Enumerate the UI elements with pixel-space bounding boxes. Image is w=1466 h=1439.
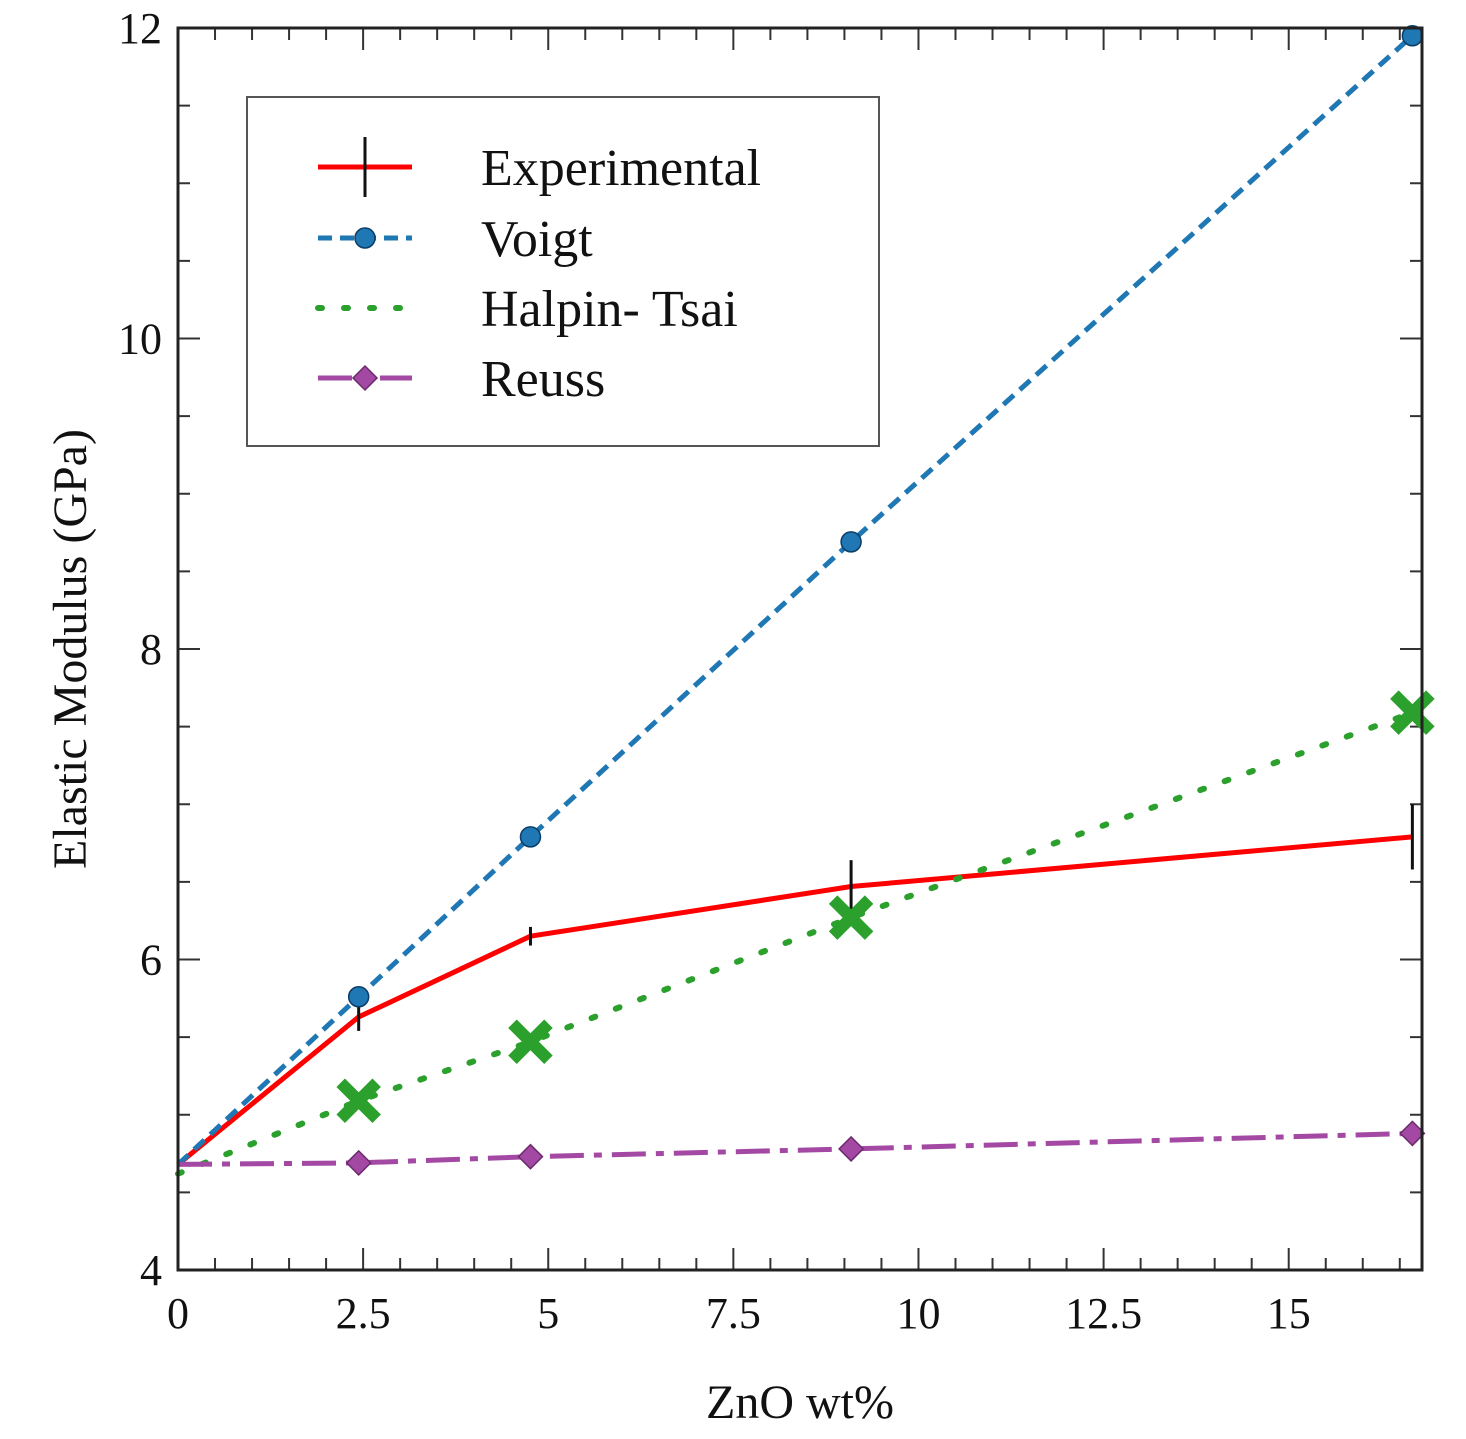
voigt-point [840,531,862,553]
voigt-point [519,826,542,848]
legend-label: Voigt [481,211,593,268]
reuss-point [1399,1120,1426,1147]
legend-swatch-marker [351,364,379,392]
x-axis-title: ZnO wt% [706,1376,894,1429]
halpin-tsai-point [828,895,874,940]
x-marker-stroke [1390,690,1435,735]
voigt-line [176,33,1415,1167]
x-marker-stroke [508,1019,553,1065]
tick-marks [177,27,1422,1271]
legend-box [246,96,880,447]
legend-item-experimental: Experimental [318,137,761,197]
voigt-point [347,986,370,1008]
halpin-tsai-line [175,709,1416,1177]
reuss-point [517,1143,544,1170]
y-tick-label: 10 [118,315,162,364]
halpin-tsai-point [336,1078,381,1124]
x-marker-stroke [828,895,874,940]
legend: Experimental Voigt Halpin- Tsai Reuss [246,96,880,447]
y-tick-label: 8 [140,625,162,674]
y-axis-title: Elastic Modulus (GPa) [44,429,97,869]
legend-label: Halpin- Tsai [481,281,738,338]
halpin-tsai-point [1390,690,1435,735]
x-tick-label: 2.5 [336,1289,391,1338]
x-tick-label: 15 [1267,1289,1311,1338]
x-tick-label: 0 [167,1289,189,1338]
x-tick-label: 12.5 [1065,1289,1142,1338]
reuss-point [838,1135,865,1162]
halpin-tsai-point [508,1019,553,1065]
x-tick-label: 7.5 [706,1289,761,1338]
legend-label: Reuss [481,351,605,408]
x-marker-stroke [336,1078,381,1124]
y-tick-label: 6 [140,936,162,985]
legend-item-voigt: Voigt [318,211,593,268]
legend-swatch-marker [354,227,376,249]
plot-frame [176,26,1424,1272]
x-tick-label: 5 [537,1289,559,1338]
legend-label: Experimental [481,140,761,197]
legend-item-halpin-tsai: Halpin- Tsai [315,281,738,338]
legend-item-reuss: Reuss [318,351,605,408]
reuss-point [345,1149,372,1176]
y-tick-label: 4 [140,1246,162,1295]
tick-labels: 0 2.5 5 7.5 10 12.5 15 4 6 8 10 12 [118,4,1311,1338]
y-tick-label: 12 [118,4,162,53]
x-tick-label: 10 [896,1289,940,1338]
